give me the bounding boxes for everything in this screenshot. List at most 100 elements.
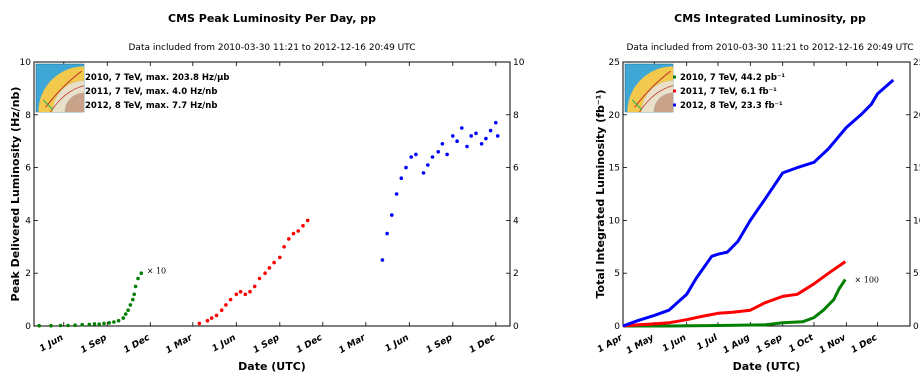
series-3 — [380, 120, 500, 262]
y-tick-label-right: 15 — [913, 164, 920, 174]
plot-frame — [33, 61, 511, 327]
chart-title: CMS Peak Luminosity Per Day, pp — [168, 12, 376, 25]
y-axis-label: Total Integrated Luminosity (fb⁻¹) — [594, 89, 607, 298]
data-point — [380, 258, 385, 262]
data-point — [460, 126, 464, 130]
data-point — [484, 136, 488, 141]
x-tick-label: 1 Sep — [252, 333, 282, 356]
data-point — [248, 289, 252, 294]
x-tick-label: 1 Dec — [122, 333, 152, 356]
data-point — [234, 292, 239, 297]
cms-logo-track-line — [45, 70, 82, 108]
data-point — [282, 245, 286, 249]
data-point — [49, 323, 53, 328]
data-point — [205, 318, 210, 323]
y-tick-label-right: 10 — [513, 58, 525, 68]
data-point — [436, 150, 441, 154]
data-point — [132, 292, 136, 297]
y-tick-label-right: 20 — [913, 111, 920, 121]
data-point — [224, 303, 228, 307]
data-point — [131, 297, 135, 302]
data-point — [128, 303, 133, 307]
x-tick-label: 1 Mar — [337, 333, 367, 356]
x-tick-label: 1 Nov — [818, 332, 849, 356]
data-point — [390, 213, 394, 217]
y-tick-label-right: 2 — [513, 269, 519, 279]
data-point — [257, 276, 262, 281]
chart-1: CMS Peak Luminosity Per Day, pp Data incl… — [9, 12, 525, 373]
cms-logo — [624, 63, 674, 113]
series-line — [623, 278, 847, 328]
legend-label: 2010, 7 TeV, max. 203.8 Hz/μb — [85, 73, 229, 83]
legend-label: 2012, 8 TeV, 23.3 fb⁻¹ — [680, 101, 783, 111]
legend-label: 2012, 8 TeV, max. 7.7 Hz/nb — [85, 101, 217, 111]
data-point — [272, 260, 276, 265]
data-point — [92, 322, 97, 326]
data-point — [136, 276, 140, 281]
y-tick-label-right: 4 — [513, 216, 519, 226]
x-tick-label: 1 Dec — [850, 333, 880, 356]
data-point — [479, 142, 484, 146]
x-tick-label: 1 Jun — [384, 333, 411, 354]
data-point — [301, 223, 305, 228]
data-point — [209, 316, 214, 320]
data-point — [123, 312, 128, 316]
x-tick-label: 1 Jun — [38, 333, 65, 354]
x-tick-label: 1 Jun — [661, 333, 688, 354]
scale-annotation: × 10 — [147, 267, 166, 276]
data-point — [243, 292, 248, 297]
scale-annotation: × 100 — [855, 276, 880, 285]
data-point — [291, 231, 296, 236]
data-point — [451, 134, 455, 138]
chart-subtitle: Data included from 2010-03-30 11:21 to 2… — [129, 43, 416, 53]
x-axis-label: Date (UTC) — [733, 360, 801, 373]
data-point — [214, 313, 219, 318]
series-3 — [622, 78, 895, 328]
y-tick-label: 8 — [25, 111, 31, 121]
data-point — [385, 231, 389, 236]
x-tick-label: 1 Oct — [787, 333, 816, 355]
data-point — [102, 321, 106, 326]
data-point — [133, 284, 138, 289]
data-point — [409, 155, 414, 159]
data-point — [139, 271, 144, 276]
y-tick-label-right: 0 — [513, 322, 519, 332]
x-tick-label: 1 Dec — [295, 333, 325, 356]
cms-logo-core — [64, 92, 84, 112]
legend-label: 2011, 7 TeV, max. 4.0 Hz/nb — [85, 87, 217, 97]
data-point — [488, 128, 493, 133]
data-point — [87, 322, 92, 327]
data-point — [267, 266, 272, 270]
data-point — [80, 322, 84, 327]
data-point — [252, 284, 257, 289]
y-tick-label: 10 — [609, 216, 621, 226]
data-point — [66, 323, 70, 328]
data-point — [399, 176, 404, 180]
y-tick-label: 4 — [25, 216, 31, 226]
y-tick-label-right: 25 — [913, 58, 920, 68]
y-tick-label: 20 — [609, 111, 621, 121]
y-tick-label-right: 5 — [913, 269, 919, 279]
data-point — [305, 218, 310, 223]
data-point — [228, 297, 233, 302]
y-tick-label: 6 — [25, 164, 31, 174]
y-tick-label: 25 — [609, 58, 620, 68]
legend: 2010, 7 TeV, 44.2 pb⁻¹ 2011, 7 TeV, 6.1 f… — [654, 73, 785, 111]
data-point — [296, 229, 301, 233]
cms-logo-track-line — [631, 99, 643, 110]
series-1 — [37, 271, 144, 328]
chart-2: CMS Integrated Luminosity, pp Data includ… — [594, 12, 920, 373]
data-point — [455, 139, 459, 143]
x-tick-label: 1 Jul — [695, 332, 720, 352]
data-point — [126, 308, 130, 313]
data-point — [494, 120, 498, 125]
data-point — [404, 165, 408, 170]
y-tick-label: 0 — [614, 322, 620, 332]
data-point — [430, 155, 435, 159]
data-point — [495, 134, 500, 138]
cms-logo-track-line — [634, 70, 671, 108]
x-tick-label: 1 Jun — [211, 333, 238, 354]
data-point — [421, 171, 426, 175]
data-point — [58, 323, 63, 328]
